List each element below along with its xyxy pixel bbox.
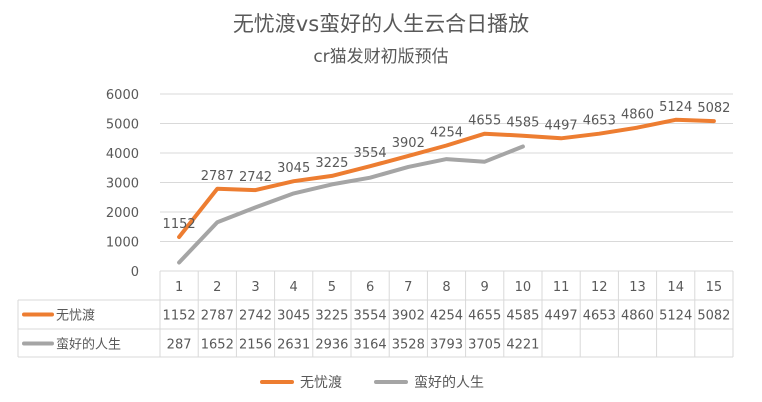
x-tick-label: 3 [251, 280, 259, 295]
x-tick-label: 4 [290, 280, 298, 295]
table-cell-value: 287 [167, 338, 192, 353]
y-tick-label: 6000 [106, 88, 139, 103]
data-label: 4254 [430, 126, 463, 141]
data-label: 2742 [239, 170, 272, 185]
table-cell-value: 3902 [392, 309, 425, 324]
table-cell-value: 1652 [201, 338, 234, 353]
x-tick-label: 6 [366, 280, 374, 295]
series-line [177, 117, 716, 239]
table-cell-value: 4860 [621, 309, 654, 324]
x-tick-label: 7 [404, 280, 412, 295]
y-tick-label: 5000 [106, 118, 139, 133]
y-tick-label: 4000 [106, 147, 139, 162]
chart-title: 无忧渡vs蛮好的人生云合日播放 [232, 12, 530, 36]
chart-subtitle: cr猫发财初版预估 [313, 47, 449, 67]
data-label: 3902 [392, 136, 425, 151]
table-cell-value: 4653 [583, 309, 616, 324]
table-cell-value: 2787 [201, 309, 234, 324]
data-label: 4860 [621, 108, 654, 123]
data-label: 5082 [697, 101, 730, 116]
data-label: 3554 [354, 146, 387, 161]
data-label: 3225 [315, 156, 348, 171]
table-cell-value: 2936 [315, 338, 348, 353]
x-tick-label: 10 [515, 280, 532, 295]
data-label: 1152 [163, 217, 196, 232]
x-tick-label: 5 [328, 280, 336, 295]
y-tick-label: 0 [131, 265, 139, 280]
table-cell-value: 4585 [506, 309, 539, 324]
legend-label: 蛮好的人生 [414, 374, 484, 391]
data-label: 2787 [201, 169, 234, 184]
table-cell-value: 1152 [163, 309, 196, 324]
table-cell-value: 3164 [354, 338, 387, 353]
legend-label: 无忧渡 [300, 375, 342, 391]
x-tick-label: 13 [629, 280, 646, 295]
y-tick-label: 2000 [106, 206, 139, 221]
data-label: 4497 [545, 118, 578, 133]
x-tick-label: 8 [442, 280, 450, 295]
table-cell-value: 3528 [392, 338, 425, 353]
y-tick-label: 3000 [106, 177, 139, 192]
data-label: 3045 [277, 161, 310, 176]
table-cell-value: 3554 [354, 309, 387, 324]
table-cell-value: 4655 [468, 309, 501, 324]
table-cell-value: 3793 [430, 338, 463, 353]
x-tick-label: 12 [591, 280, 608, 295]
x-tick-label: 14 [667, 280, 684, 295]
table-cell-value: 3225 [315, 309, 348, 324]
table-cell-value: 4254 [430, 309, 463, 324]
table-cell-value: 3045 [277, 309, 310, 324]
x-tick-label: 1 [175, 280, 183, 295]
table-cell-value: 5082 [697, 309, 730, 324]
data-label: 4655 [468, 114, 501, 129]
table-series-name: 蛮好的人生 [56, 337, 121, 353]
table-cell-value: 5124 [659, 309, 692, 324]
series-line [177, 144, 525, 265]
x-tick-label: 15 [706, 280, 723, 295]
table-series-name: 无忧渡 [56, 308, 95, 324]
data-label: 4585 [506, 116, 539, 131]
x-tick-label: 9 [481, 280, 489, 295]
table-cell-value: 4221 [506, 338, 539, 353]
data-label: 5124 [659, 100, 692, 115]
table-cell-value: 2631 [277, 338, 310, 353]
x-tick-label: 2 [213, 280, 221, 295]
table-cell-value: 4497 [545, 309, 578, 324]
table-cell-value: 2156 [239, 338, 272, 353]
y-tick-label: 1000 [106, 236, 139, 251]
table-cell-value: 2742 [239, 309, 272, 324]
data-label: 4653 [583, 114, 616, 129]
x-tick-label: 11 [553, 280, 570, 295]
table-cell-value: 3705 [468, 338, 501, 353]
